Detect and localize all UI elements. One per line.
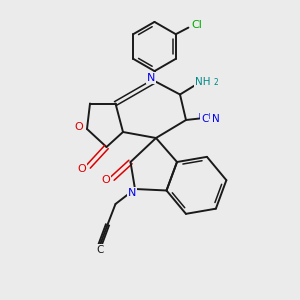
- Text: O: O: [77, 164, 86, 174]
- Text: 2: 2: [214, 78, 218, 87]
- Text: O: O: [74, 122, 83, 133]
- Text: N: N: [212, 113, 220, 124]
- Text: N: N: [147, 73, 155, 83]
- Text: Cl: Cl: [191, 20, 202, 30]
- Text: N: N: [128, 188, 136, 198]
- Text: NH: NH: [195, 76, 210, 87]
- Text: O: O: [101, 175, 110, 185]
- Text: C: C: [97, 245, 104, 255]
- Text: C: C: [201, 113, 208, 124]
